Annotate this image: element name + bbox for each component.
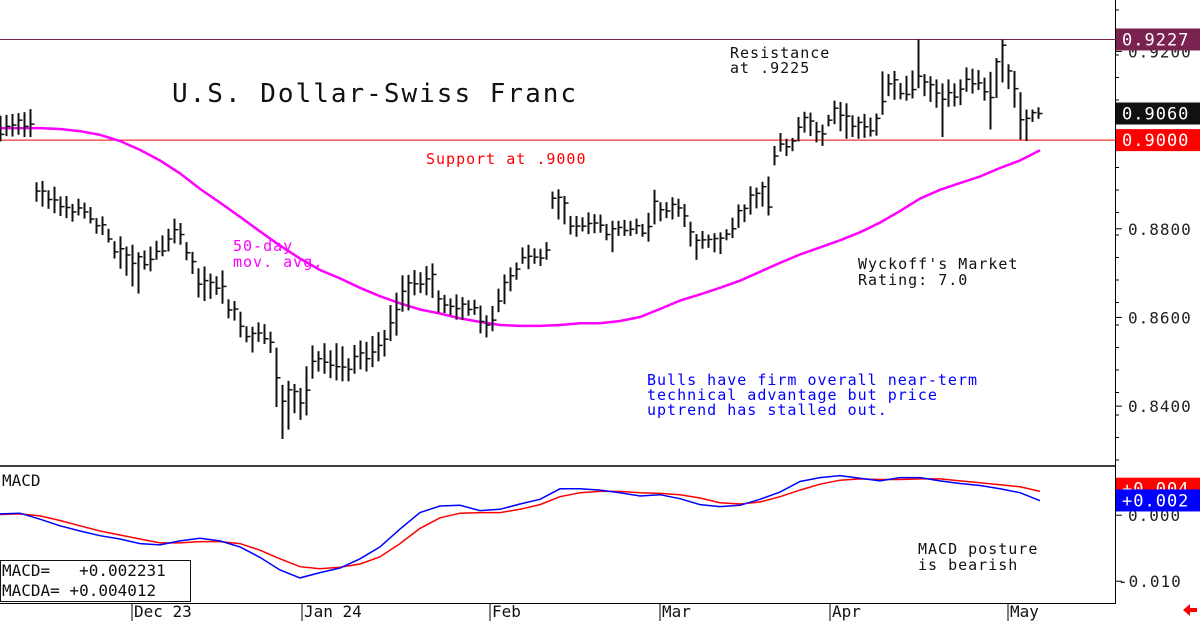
price-tick-label: 0.8800 [1128, 220, 1192, 239]
market-rating-annotation: Wyckoff's Market Rating: 7.0 [858, 255, 1019, 289]
support-tag-label: 0.9000 [1122, 131, 1189, 151]
macd-readout-value: MACD= +0.002231 [2, 561, 166, 580]
date-tick-label: Mar [662, 602, 691, 621]
macda-line [0, 478, 1041, 570]
resistance-annotation: Resistance at .9225 [730, 44, 830, 77]
support-annotation: Support at .9000 [426, 150, 587, 168]
back-arrow-icon[interactable] [1183, 604, 1197, 616]
price-tick-label: 0.8600 [1128, 308, 1192, 327]
date-tick-label: Jan 24 [304, 602, 362, 621]
macd-tag-bg [1116, 489, 1200, 512]
commentary-annotation: Bulls have firm overall near-term technic… [647, 371, 978, 419]
macd-tick-label: -0.010 [1118, 572, 1182, 591]
date-tick-label: May [1010, 602, 1039, 621]
current-price-tag-bg [1116, 102, 1200, 125]
macd-tag-label: +0.002 [1122, 491, 1189, 511]
annotation-line: 50-day [233, 237, 293, 255]
macd-panel-label: MACD [2, 471, 41, 490]
date-tick-label: Dec 23 [134, 602, 192, 621]
moving-average-line [0, 126, 1041, 328]
annotation-line: Resistance [730, 44, 830, 62]
resistance-tag-label: 0.9227 [1122, 30, 1189, 50]
annotation-line: Bulls have firm overall near-term [647, 371, 978, 389]
annotation-line: Rating: 7.0 [858, 271, 968, 289]
date-tick-label: Apr [832, 602, 861, 621]
macd-axis-ticks: 0.000-0.010 [1116, 506, 1182, 591]
price-tick-label: 0.8400 [1128, 397, 1192, 416]
annotation-line: mov. avg. [233, 253, 323, 271]
resistance-tag-bg [1116, 28, 1200, 51]
annotation-line: is bearish [918, 556, 1018, 574]
annotation-line: Wyckoff's Market [858, 255, 1019, 273]
price-bars [0, 39, 1043, 439]
annotation-line: uptrend has stalled out. [647, 401, 888, 419]
current-price-tag-label: 0.9060 [1122, 105, 1189, 125]
macd-posture-annotation: MACD posture is bearish [918, 540, 1038, 574]
annotation-line: MACD posture [918, 540, 1038, 558]
date-axis: Dec 23 Jan 24 Feb Mar Apr May [131, 602, 1039, 621]
annotation-line: technical advantage but price [647, 386, 938, 404]
moving-average-annotation: 50-day mov. avg. [233, 237, 323, 271]
macd-line [0, 474, 1041, 579]
support-tag-bg [1116, 129, 1200, 152]
date-tick-label: Feb [492, 602, 521, 621]
chart-title: U.S. Dollar-Swiss Franc [172, 79, 578, 109]
macd-readout-box [0, 560, 191, 602]
annotation-line: at .9225 [730, 59, 810, 77]
macda-readout-value: MACDA= +0.004012 [2, 581, 156, 600]
